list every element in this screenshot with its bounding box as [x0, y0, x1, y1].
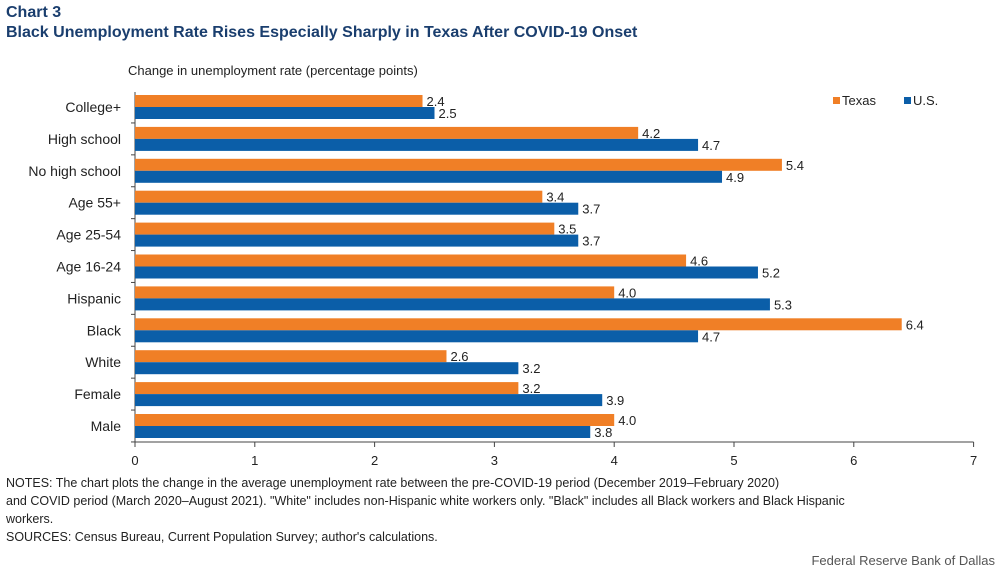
- category-label: Age 25-54: [56, 227, 121, 243]
- data-label: 3.8: [594, 425, 612, 440]
- category-label: Black: [87, 322, 122, 338]
- data-label: 3.9: [606, 393, 624, 408]
- x-tick-label: 1: [251, 453, 258, 468]
- data-label: 2.6: [450, 349, 468, 364]
- axis-label-y: Change in unemployment rate (percentage …: [128, 63, 418, 78]
- data-label: 4.0: [618, 413, 636, 428]
- x-tick-label: 7: [970, 453, 977, 468]
- category-label: Age 55+: [68, 195, 121, 211]
- legend-label: U.S.: [913, 93, 938, 108]
- bar-us: [135, 202, 579, 215]
- x-tick-label: 2: [371, 453, 378, 468]
- data-label: 3.2: [522, 381, 540, 396]
- notes-line-2: and COVID period (March 2020–August 2021…: [6, 494, 845, 508]
- legend-swatch: [904, 97, 911, 104]
- data-label: 4.7: [702, 329, 720, 344]
- category-label: No high school: [28, 163, 121, 179]
- data-label: 5.2: [762, 266, 780, 281]
- bar-us: [135, 330, 699, 343]
- data-label: 3.7: [582, 202, 600, 217]
- data-label: 3.5: [558, 222, 576, 237]
- category-label: Female: [74, 386, 121, 402]
- chart-title: Black Unemployment Rate Rises Especially…: [6, 24, 638, 41]
- data-label: 2.5: [439, 106, 457, 121]
- bar-texas: [135, 414, 615, 426]
- data-label: 4.2: [642, 126, 660, 141]
- legend-label: Texas: [842, 93, 876, 108]
- data-label: 3.7: [582, 234, 600, 249]
- bar-us: [135, 394, 603, 407]
- data-label: 4.9: [726, 170, 744, 185]
- data-label: 4.7: [702, 138, 720, 153]
- legend-swatch: [833, 97, 840, 104]
- source-credit: Federal Reserve Bank of Dallas: [811, 553, 995, 568]
- x-tick-label: 4: [611, 453, 618, 468]
- x-tick-label: 0: [131, 453, 138, 468]
- category-label: Hispanic: [67, 290, 121, 306]
- x-tick-label: 5: [730, 453, 737, 468]
- bar-us: [135, 107, 435, 119]
- data-label: 4.6: [690, 254, 708, 269]
- notes-line-3: workers.: [6, 512, 54, 526]
- bar-texas: [135, 382, 519, 395]
- sources-line: SOURCES: Census Bureau, Current Populati…: [6, 530, 438, 544]
- bar-texas: [135, 158, 782, 171]
- bar-us: [135, 138, 699, 151]
- category-label: Male: [91, 418, 122, 434]
- data-label: 2.4: [427, 94, 445, 109]
- category-label: Age 16-24: [56, 259, 121, 275]
- bar-texas: [135, 254, 687, 267]
- x-tick-label: 3: [491, 453, 498, 468]
- x-tick-label: 6: [850, 453, 857, 468]
- chart-number: Chart 3: [6, 4, 62, 21]
- data-label: 5.3: [774, 297, 792, 312]
- data-label: 4.0: [618, 285, 636, 300]
- notes-line-1: NOTES: The chart plots the change in the…: [6, 476, 780, 490]
- bar-texas: [135, 318, 902, 331]
- bar-us: [135, 266, 758, 279]
- data-label: 6.4: [906, 317, 924, 332]
- bar-texas: [135, 95, 423, 107]
- category-label: College+: [65, 99, 121, 115]
- category-label: High school: [48, 131, 121, 147]
- bar-us: [135, 170, 723, 183]
- bar-us: [135, 298, 770, 311]
- bar-us: [135, 234, 579, 247]
- bar-texas: [135, 126, 639, 139]
- bar-texas: [135, 286, 615, 299]
- bar-texas: [135, 190, 543, 203]
- bar-us: [135, 362, 519, 375]
- category-label: White: [85, 354, 121, 370]
- bar-texas: [135, 350, 447, 363]
- data-label: 5.4: [786, 158, 804, 173]
- bar-us: [135, 426, 591, 438]
- chart-notes: NOTES: The chart plots the change in the…: [6, 474, 991, 546]
- data-label: 3.4: [546, 190, 564, 205]
- bar-texas: [135, 222, 555, 235]
- data-label: 3.2: [522, 361, 540, 376]
